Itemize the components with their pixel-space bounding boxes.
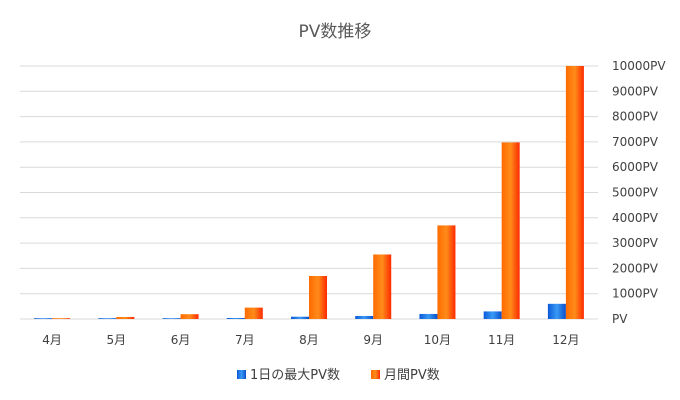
bar-max-daily-pv — [419, 313, 438, 319]
bar-max-daily-pv — [355, 315, 374, 319]
bar-monthly-pv — [52, 318, 71, 319]
x-tick-label: 7月 — [235, 333, 255, 347]
x-tick-label: 8月 — [299, 333, 319, 347]
x-tick-label: 5月 — [107, 333, 127, 347]
bar-max-daily-pv — [483, 311, 502, 319]
y-tick-label: 1000PV — [612, 287, 659, 301]
y-tick-label: 9000PV — [612, 84, 659, 98]
x-tick-label: 12月 — [552, 333, 579, 347]
bar-max-daily-pv — [34, 318, 53, 319]
x-axis-ticks: 4月 5月 6月 7月 8月 9月 10月 11月 12月 — [42, 333, 579, 347]
bar-monthly-pv — [180, 314, 199, 319]
legend-label: 1日の最大PV数 — [250, 368, 340, 383]
y-axis-ticks: PV 1000PV 2000PV 3000PV 4000PV 5000PV 6000PV 70… — [612, 59, 666, 326]
x-tick-label: 6月 — [171, 333, 191, 347]
x-tick-label: 4月 — [42, 333, 62, 347]
x-tick-label: 10月 — [424, 333, 451, 347]
chart-title: PV数推移 — [299, 22, 372, 42]
legend-swatch — [237, 370, 246, 379]
bar-max-daily-pv — [547, 303, 566, 319]
x-tick-label: 11月 — [488, 333, 515, 347]
y-tick-label: 4000PV — [612, 211, 659, 225]
x-tick-label: 9月 — [363, 333, 383, 347]
bar-max-daily-pv — [226, 317, 245, 319]
bar-monthly-pv — [244, 307, 263, 319]
y-tick-label: 3000PV — [612, 236, 659, 250]
bars — [34, 66, 584, 319]
bar-max-daily-pv — [162, 318, 181, 319]
legend-swatch — [371, 370, 380, 379]
y-tick-label: PV — [612, 312, 628, 326]
y-tick-label: 10000PV — [612, 59, 666, 73]
bar-monthly-pv — [501, 142, 520, 319]
legend: 1日の最大PV数 月間PV数 — [237, 368, 440, 383]
y-tick-label: 2000PV — [612, 261, 659, 275]
bar-monthly-pv — [309, 275, 327, 319]
bar-monthly-pv — [116, 316, 135, 319]
y-tick-label: 5000PV — [612, 186, 659, 200]
y-tick-label: 6000PV — [612, 160, 659, 174]
y-tick-label: 7000PV — [612, 135, 659, 149]
bar-monthly-pv — [437, 225, 456, 319]
bar-max-daily-pv — [291, 316, 309, 319]
y-tick-label: 8000PV — [612, 110, 659, 124]
gridlines — [20, 65, 598, 320]
bar-max-daily-pv — [98, 318, 117, 319]
bar-monthly-pv — [373, 254, 392, 319]
bar-monthly-pv — [565, 66, 584, 319]
legend-label: 月間PV数 — [384, 368, 440, 383]
